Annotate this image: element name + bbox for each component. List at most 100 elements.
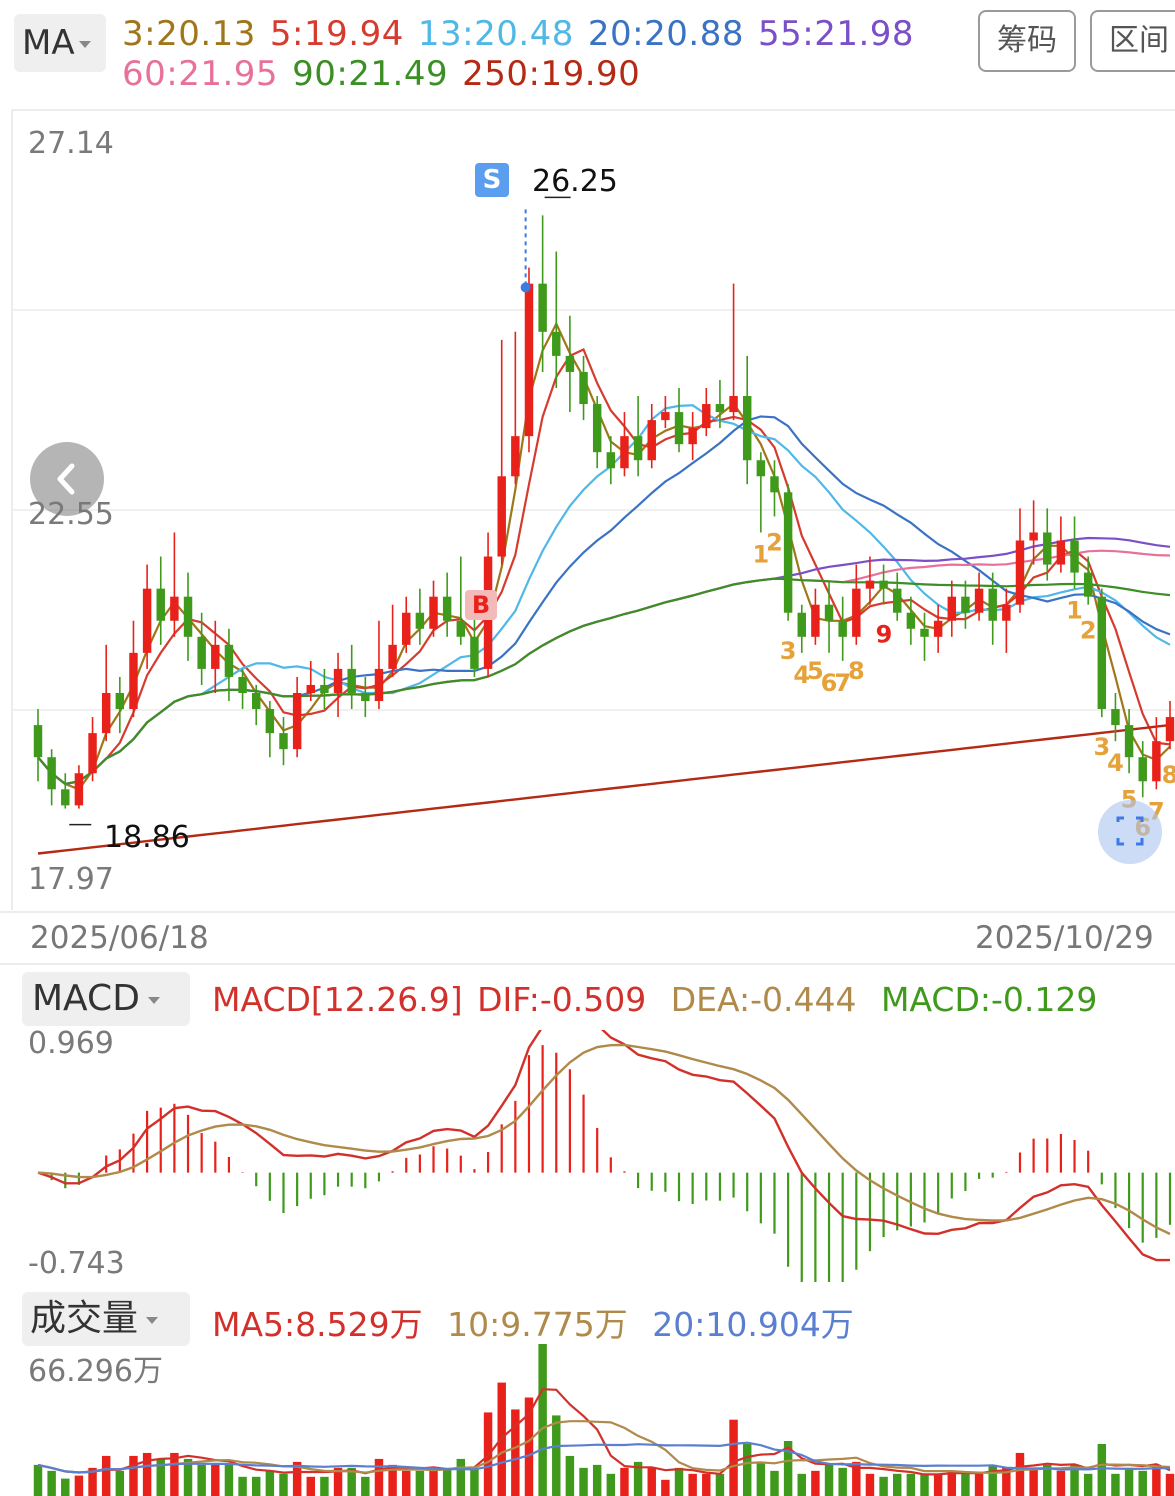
back-button[interactable]	[30, 442, 104, 516]
candle-body	[306, 684, 315, 693]
sequence-label: 3	[780, 637, 797, 665]
current-candle-marker[interactable]	[1098, 800, 1162, 864]
candle	[333, 652, 343, 718]
candle	[374, 620, 384, 710]
volume-bar	[783, 1440, 793, 1496]
volume-bar	[620, 1467, 629, 1496]
candle-body	[497, 476, 506, 557]
candle-body	[47, 757, 56, 790]
volume-bar	[770, 1470, 779, 1496]
candle	[524, 267, 534, 453]
sequence-label: 2	[766, 528, 783, 556]
ma-selector[interactable]: MA	[14, 14, 106, 72]
candle-body	[402, 612, 411, 645]
candle	[429, 580, 438, 637]
sequence-label: 9	[876, 621, 893, 649]
candle	[974, 572, 984, 621]
volume-bar	[702, 1473, 711, 1496]
ma13-value: 13:20.48	[417, 14, 574, 54]
volume-chart[interactable]	[0, 1340, 1175, 1496]
volume-bar	[838, 1467, 847, 1496]
chip-distribution-button[interactable]: 筹码	[978, 10, 1076, 72]
candle-body	[333, 668, 343, 693]
candle	[879, 564, 888, 605]
volume-bars	[33, 1344, 1175, 1496]
candle-body	[1056, 540, 1066, 565]
range-button[interactable]: 区间	[1090, 10, 1175, 72]
price-grid	[0, 109, 1175, 965]
volume-bar	[1083, 1473, 1093, 1496]
candle	[347, 644, 356, 710]
candle	[183, 572, 193, 661]
macd-selector-label: MACD	[32, 978, 140, 1019]
volume-bar	[579, 1467, 588, 1496]
macd-selector[interactable]: MACD	[22, 972, 190, 1026]
volume-selector[interactable]: 成交量	[22, 1292, 190, 1346]
candle	[961, 580, 970, 629]
volume-bar	[442, 1467, 452, 1496]
macd-chart[interactable]	[0, 1030, 1175, 1290]
macd-params: MACD[12.26.9]	[212, 980, 463, 1019]
moving-average-lines	[37, 321, 1171, 855]
candle-body	[1070, 540, 1079, 573]
candle	[715, 379, 725, 429]
candle-body	[524, 283, 534, 437]
candles	[33, 196, 1175, 826]
volume-bar	[129, 1455, 138, 1496]
volume-bar	[1138, 1470, 1147, 1496]
volume-bar	[33, 1464, 43, 1496]
sequence-label: 1	[752, 540, 769, 568]
volume-ma10-line	[37, 1420, 1171, 1475]
sequence-label: 1	[1066, 597, 1083, 625]
volume-bar	[361, 1476, 370, 1496]
candle-body	[715, 404, 725, 413]
sequence-label: 8	[1162, 761, 1175, 789]
candle	[74, 765, 84, 809]
volume-bar	[402, 1470, 411, 1496]
volume-bar	[661, 1479, 670, 1496]
candle	[1097, 588, 1107, 718]
volume-bar	[333, 1467, 343, 1496]
sell-signal-tag[interactable]: S	[475, 163, 509, 197]
volume-bar	[1111, 1473, 1120, 1496]
candle-body	[756, 460, 766, 477]
volume-ma-lines	[37, 1388, 1171, 1476]
candle	[647, 404, 656, 469]
candle-body	[197, 636, 206, 669]
volume-bar	[156, 1458, 165, 1496]
candle	[756, 452, 766, 533]
volume-bar	[1097, 1443, 1107, 1496]
candle-body	[1083, 572, 1093, 597]
candle-body	[156, 588, 165, 621]
ma55-value: 55:21.98	[757, 14, 915, 54]
candle-body	[852, 588, 861, 637]
volume-bar	[1043, 1464, 1052, 1496]
volume-bar	[592, 1464, 602, 1496]
volume-ma20-line	[37, 1441, 1170, 1474]
candle	[920, 612, 929, 661]
ma90-line	[37, 577, 1171, 786]
buy-signal-tag[interactable]: B	[465, 590, 497, 620]
candle	[320, 668, 329, 710]
sequence-label: 4	[1107, 749, 1124, 777]
candle	[933, 604, 943, 653]
candle	[115, 676, 125, 734]
candle	[620, 412, 629, 477]
macd-lines	[37, 1030, 1171, 1262]
volume-bar	[251, 1476, 261, 1496]
candle	[511, 331, 520, 485]
candle	[1124, 709, 1134, 774]
volume-bar	[852, 1461, 861, 1496]
ma3-value: 3:20.13	[122, 14, 256, 54]
chevron-down-icon	[147, 996, 160, 1004]
candle-body	[211, 644, 220, 669]
volume-bar	[879, 1476, 888, 1496]
candle-body	[347, 668, 356, 693]
candle	[1111, 692, 1120, 742]
volume-bar	[729, 1419, 738, 1496]
volume-bar	[170, 1452, 179, 1496]
dif-line	[37, 1030, 1170, 1262]
volume-bar	[115, 1470, 125, 1496]
volume-bar	[101, 1455, 111, 1496]
ma20-value: 20:20.88	[587, 14, 744, 54]
